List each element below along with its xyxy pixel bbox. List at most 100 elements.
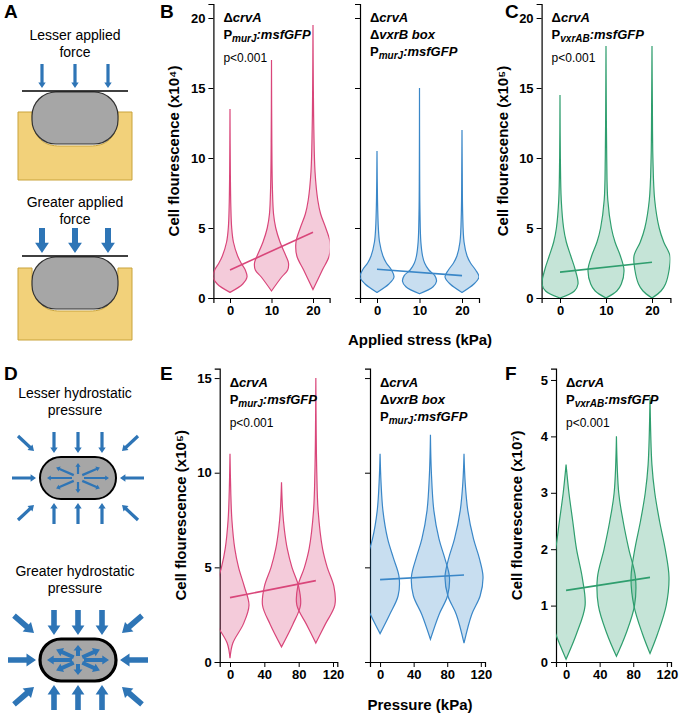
tick-mark xyxy=(355,88,360,89)
arrow xyxy=(74,645,83,656)
tick-mark xyxy=(215,662,220,663)
tick: 5 xyxy=(526,221,541,236)
tick-label: 0 xyxy=(377,667,384,682)
tick-label: 5 xyxy=(198,221,205,236)
tick-label: 40 xyxy=(258,667,272,682)
tick: 80 xyxy=(626,662,640,682)
tick-mark xyxy=(551,380,556,381)
arrow xyxy=(96,685,109,710)
tick-mark xyxy=(355,18,360,19)
tick-mark xyxy=(355,298,360,299)
chart-panel: 04080120ΔcrvAΔvxrB boxPmurJ:msfGFPPressu… xyxy=(361,369,493,713)
arrow xyxy=(71,64,78,88)
panel-title: ΔcrvA xyxy=(380,375,418,390)
tick: 80 xyxy=(292,662,306,682)
diagram-label: Greater applied xyxy=(27,194,124,210)
tick: 120 xyxy=(656,662,678,682)
fit-line xyxy=(380,575,464,580)
arrow xyxy=(96,610,109,635)
tick-mark xyxy=(208,18,213,19)
tick-label: 5 xyxy=(526,221,533,236)
arrow xyxy=(38,64,45,88)
tick-label: 3 xyxy=(541,485,548,500)
panel-label: D xyxy=(4,363,18,384)
plot-marks xyxy=(556,397,669,659)
tick-label: 80 xyxy=(292,667,306,682)
tick-mark xyxy=(365,567,370,568)
tick: 40 xyxy=(593,662,607,682)
arrow xyxy=(74,432,81,453)
arrow xyxy=(82,661,100,672)
chart-panel: 04080120051015ΔcrvAPmurJ:msfGFPp<0.001Ce… xyxy=(172,369,345,682)
violin xyxy=(262,482,301,647)
arrow xyxy=(122,687,144,707)
tick: 10 xyxy=(413,298,427,318)
tick-mark xyxy=(537,88,542,89)
tick-mark xyxy=(208,298,213,299)
x-axis: 01020 xyxy=(361,298,480,318)
x-axis: 04080120 xyxy=(371,662,493,682)
tick-label: 10 xyxy=(599,303,613,318)
violin xyxy=(556,465,585,660)
tick-mark xyxy=(355,228,360,229)
arrow xyxy=(72,685,85,710)
arrow xyxy=(122,435,139,451)
arrow xyxy=(101,228,115,253)
tick-label: 0 xyxy=(541,655,548,670)
arrow xyxy=(35,228,49,253)
fit-line xyxy=(377,269,462,275)
arrow xyxy=(17,435,34,451)
arrow xyxy=(104,64,111,88)
arrow xyxy=(74,664,83,675)
axis-line xyxy=(220,663,338,668)
tick-label: 0 xyxy=(227,667,234,682)
panel-title: ΔvxrB box xyxy=(370,27,436,42)
tick-label: 40 xyxy=(593,667,607,682)
arrow xyxy=(120,654,148,667)
tick: 0 xyxy=(377,662,384,682)
tick-mark xyxy=(365,662,370,663)
panel-title: PmurJ:msfGFP xyxy=(230,392,318,409)
fit-line xyxy=(560,262,652,272)
axis-line xyxy=(355,5,361,299)
tick: 10 xyxy=(197,465,219,480)
violin xyxy=(445,130,479,292)
tick-label: 10 xyxy=(191,151,205,166)
tick-label: 80 xyxy=(626,667,640,682)
cell xyxy=(40,457,116,499)
figure: ABCDEFLesser appliedforceGreater applied… xyxy=(0,0,685,721)
violin xyxy=(360,151,394,292)
panel-title: ΔcrvA xyxy=(552,10,590,25)
tick-label: 1 xyxy=(541,598,548,613)
tick: 20 xyxy=(519,11,541,26)
tick: 10 xyxy=(265,298,279,318)
tick-label: 15 xyxy=(519,81,533,96)
violin xyxy=(296,25,330,290)
violin xyxy=(634,46,671,298)
panel-title: ΔvxrB box xyxy=(380,392,446,407)
tick-mark xyxy=(537,298,542,299)
tick-label: 4 xyxy=(541,429,549,444)
axis-line xyxy=(371,663,486,668)
axis-line xyxy=(208,5,214,299)
x-axis: 0 40 80 120 xyxy=(220,662,344,682)
tick: 20 xyxy=(455,298,469,318)
tick: 0 xyxy=(227,298,234,318)
tick: 120 xyxy=(470,662,492,682)
tick-mark xyxy=(215,378,220,379)
tick-label: 0 xyxy=(204,655,211,670)
plate xyxy=(22,90,128,92)
tick-label: 120 xyxy=(323,667,345,682)
tick xyxy=(355,88,360,89)
panel-label: C xyxy=(505,1,519,22)
chart-panel: 0102005101520ΔcrvAPmurJ:msfGFPp<0.001Cel… xyxy=(165,5,330,319)
tick-label: 10 xyxy=(197,465,211,480)
arrow xyxy=(56,661,74,672)
tick-mark xyxy=(208,88,213,89)
tick-label: 0 xyxy=(198,291,205,306)
arrow xyxy=(75,482,80,493)
tick: 0 xyxy=(526,291,541,306)
x-axis: 04080120 xyxy=(557,662,679,682)
tick-label: 20 xyxy=(455,303,469,318)
y-axis: 05101520 xyxy=(191,5,214,306)
